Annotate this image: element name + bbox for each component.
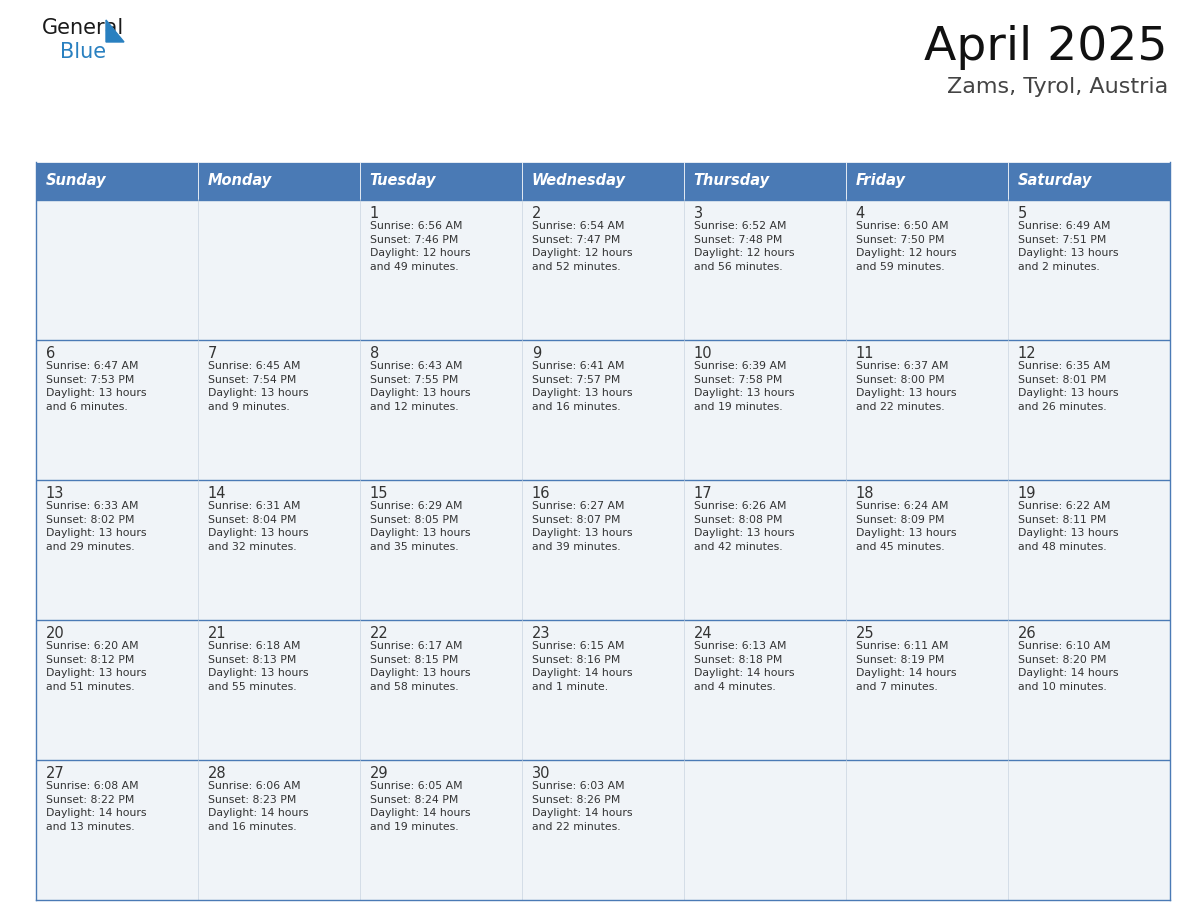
Text: Sunday: Sunday [45, 174, 107, 188]
Text: Sunrise: 6:56 AM
Sunset: 7:46 PM
Daylight: 12 hours
and 49 minutes.: Sunrise: 6:56 AM Sunset: 7:46 PM Dayligh… [369, 221, 470, 272]
Text: Sunrise: 6:27 AM
Sunset: 8:07 PM
Daylight: 13 hours
and 39 minutes.: Sunrise: 6:27 AM Sunset: 8:07 PM Dayligh… [532, 501, 632, 552]
Text: 2: 2 [532, 206, 541, 220]
Text: 1: 1 [369, 206, 379, 220]
Text: 13: 13 [45, 486, 64, 500]
Text: 8: 8 [369, 345, 379, 361]
Text: 26: 26 [1018, 625, 1036, 641]
Text: Sunrise: 6:26 AM
Sunset: 8:08 PM
Daylight: 13 hours
and 42 minutes.: Sunrise: 6:26 AM Sunset: 8:08 PM Dayligh… [694, 501, 795, 552]
Bar [198, 162, 360, 200]
Text: 21: 21 [208, 625, 227, 641]
Text: Sunrise: 6:47 AM
Sunset: 7:53 PM
Daylight: 13 hours
and 6 minutes.: Sunrise: 6:47 AM Sunset: 7:53 PM Dayligh… [45, 361, 146, 412]
Text: Sunrise: 6:13 AM
Sunset: 8:18 PM
Daylight: 14 hours
and 4 minutes.: Sunrise: 6:13 AM Sunset: 8:18 PM Dayligh… [694, 641, 795, 692]
Text: Friday: Friday [855, 174, 905, 188]
Text: Sunrise: 6:20 AM
Sunset: 8:12 PM
Daylight: 13 hours
and 51 minutes.: Sunrise: 6:20 AM Sunset: 8:12 PM Dayligh… [45, 641, 146, 692]
Text: Blue: Blue [61, 42, 106, 62]
Bar [36, 340, 1170, 480]
Text: 9: 9 [532, 345, 541, 361]
Bar [36, 480, 1170, 620]
Text: 17: 17 [694, 486, 713, 500]
Text: 27: 27 [45, 766, 64, 780]
Polygon shape [106, 20, 124, 42]
Text: General: General [42, 18, 125, 38]
Text: 30: 30 [532, 766, 550, 780]
Text: 22: 22 [369, 625, 388, 641]
Text: 16: 16 [532, 486, 550, 500]
Text: 14: 14 [208, 486, 226, 500]
Text: Sunrise: 6:17 AM
Sunset: 8:15 PM
Daylight: 13 hours
and 58 minutes.: Sunrise: 6:17 AM Sunset: 8:15 PM Dayligh… [369, 641, 470, 692]
Text: Sunrise: 6:31 AM
Sunset: 8:04 PM
Daylight: 13 hours
and 32 minutes.: Sunrise: 6:31 AM Sunset: 8:04 PM Dayligh… [208, 501, 308, 552]
Bar [360, 162, 522, 200]
Text: April 2025: April 2025 [924, 25, 1168, 70]
Text: 5: 5 [1018, 206, 1026, 220]
Text: Tuesday: Tuesday [369, 174, 436, 188]
Text: Sunrise: 6:45 AM
Sunset: 7:54 PM
Daylight: 13 hours
and 9 minutes.: Sunrise: 6:45 AM Sunset: 7:54 PM Dayligh… [208, 361, 308, 412]
Bar [36, 620, 1170, 760]
Text: Sunrise: 6:15 AM
Sunset: 8:16 PM
Daylight: 14 hours
and 1 minute.: Sunrise: 6:15 AM Sunset: 8:16 PM Dayligh… [532, 641, 632, 692]
Bar [36, 162, 198, 200]
Text: Sunrise: 6:08 AM
Sunset: 8:22 PM
Daylight: 14 hours
and 13 minutes.: Sunrise: 6:08 AM Sunset: 8:22 PM Dayligh… [45, 781, 146, 832]
Text: 4: 4 [855, 206, 865, 220]
Text: Sunrise: 6:18 AM
Sunset: 8:13 PM
Daylight: 13 hours
and 55 minutes.: Sunrise: 6:18 AM Sunset: 8:13 PM Dayligh… [208, 641, 308, 692]
Text: Monday: Monday [208, 174, 272, 188]
Text: 7: 7 [208, 345, 217, 361]
Text: 19: 19 [1018, 486, 1036, 500]
Text: Sunrise: 6:43 AM
Sunset: 7:55 PM
Daylight: 13 hours
and 12 minutes.: Sunrise: 6:43 AM Sunset: 7:55 PM Dayligh… [369, 361, 470, 412]
Text: Sunrise: 6:49 AM
Sunset: 7:51 PM
Daylight: 13 hours
and 2 minutes.: Sunrise: 6:49 AM Sunset: 7:51 PM Dayligh… [1018, 221, 1118, 272]
Text: 15: 15 [369, 486, 388, 500]
Text: Sunrise: 6:50 AM
Sunset: 7:50 PM
Daylight: 12 hours
and 59 minutes.: Sunrise: 6:50 AM Sunset: 7:50 PM Dayligh… [855, 221, 956, 272]
Bar [684, 162, 846, 200]
Text: Sunrise: 6:52 AM
Sunset: 7:48 PM
Daylight: 12 hours
and 56 minutes.: Sunrise: 6:52 AM Sunset: 7:48 PM Dayligh… [694, 221, 795, 272]
Text: 6: 6 [45, 345, 55, 361]
Text: Wednesday: Wednesday [532, 174, 626, 188]
Text: Sunrise: 6:06 AM
Sunset: 8:23 PM
Daylight: 14 hours
and 16 minutes.: Sunrise: 6:06 AM Sunset: 8:23 PM Dayligh… [208, 781, 308, 832]
Text: Sunrise: 6:37 AM
Sunset: 8:00 PM
Daylight: 13 hours
and 22 minutes.: Sunrise: 6:37 AM Sunset: 8:00 PM Dayligh… [855, 361, 956, 412]
Text: Sunrise: 6:54 AM
Sunset: 7:47 PM
Daylight: 12 hours
and 52 minutes.: Sunrise: 6:54 AM Sunset: 7:47 PM Dayligh… [532, 221, 632, 272]
Text: Zams, Tyrol, Austria: Zams, Tyrol, Austria [947, 77, 1168, 97]
Text: 20: 20 [45, 625, 64, 641]
Text: Sunrise: 6:35 AM
Sunset: 8:01 PM
Daylight: 13 hours
and 26 minutes.: Sunrise: 6:35 AM Sunset: 8:01 PM Dayligh… [1018, 361, 1118, 412]
Text: 28: 28 [208, 766, 227, 780]
Text: Sunrise: 6:10 AM
Sunset: 8:20 PM
Daylight: 14 hours
and 10 minutes.: Sunrise: 6:10 AM Sunset: 8:20 PM Dayligh… [1018, 641, 1118, 692]
Text: Sunrise: 6:22 AM
Sunset: 8:11 PM
Daylight: 13 hours
and 48 minutes.: Sunrise: 6:22 AM Sunset: 8:11 PM Dayligh… [1018, 501, 1118, 552]
Bar [846, 162, 1007, 200]
Text: Sunrise: 6:33 AM
Sunset: 8:02 PM
Daylight: 13 hours
and 29 minutes.: Sunrise: 6:33 AM Sunset: 8:02 PM Dayligh… [45, 501, 146, 552]
Bar [36, 200, 1170, 340]
Text: 18: 18 [855, 486, 874, 500]
Text: Thursday: Thursday [694, 174, 770, 188]
Text: Saturday: Saturday [1018, 174, 1092, 188]
Text: 29: 29 [369, 766, 388, 780]
Text: 10: 10 [694, 345, 713, 361]
Text: 11: 11 [855, 345, 874, 361]
Text: Sunrise: 6:11 AM
Sunset: 8:19 PM
Daylight: 14 hours
and 7 minutes.: Sunrise: 6:11 AM Sunset: 8:19 PM Dayligh… [855, 641, 956, 692]
Text: 12: 12 [1018, 345, 1036, 361]
Text: Sunrise: 6:39 AM
Sunset: 7:58 PM
Daylight: 13 hours
and 19 minutes.: Sunrise: 6:39 AM Sunset: 7:58 PM Dayligh… [694, 361, 795, 412]
Text: 3: 3 [694, 206, 703, 220]
Text: 23: 23 [532, 625, 550, 641]
Bar [522, 162, 684, 200]
Text: Sunrise: 6:05 AM
Sunset: 8:24 PM
Daylight: 14 hours
and 19 minutes.: Sunrise: 6:05 AM Sunset: 8:24 PM Dayligh… [369, 781, 470, 832]
Bar [36, 760, 1170, 900]
Text: Sunrise: 6:41 AM
Sunset: 7:57 PM
Daylight: 13 hours
and 16 minutes.: Sunrise: 6:41 AM Sunset: 7:57 PM Dayligh… [532, 361, 632, 412]
Text: 24: 24 [694, 625, 713, 641]
Text: Sunrise: 6:29 AM
Sunset: 8:05 PM
Daylight: 13 hours
and 35 minutes.: Sunrise: 6:29 AM Sunset: 8:05 PM Dayligh… [369, 501, 470, 552]
Text: Sunrise: 6:03 AM
Sunset: 8:26 PM
Daylight: 14 hours
and 22 minutes.: Sunrise: 6:03 AM Sunset: 8:26 PM Dayligh… [532, 781, 632, 832]
Text: 25: 25 [855, 625, 874, 641]
Text: Sunrise: 6:24 AM
Sunset: 8:09 PM
Daylight: 13 hours
and 45 minutes.: Sunrise: 6:24 AM Sunset: 8:09 PM Dayligh… [855, 501, 956, 552]
Bar [1007, 162, 1170, 200]
